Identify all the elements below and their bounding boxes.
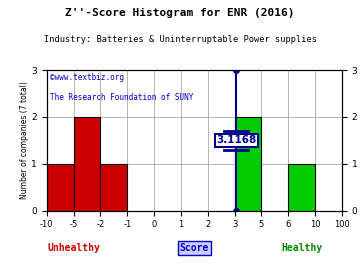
Text: 3.1168: 3.1168 bbox=[216, 135, 256, 146]
Bar bbox=[288, 164, 315, 211]
Text: ©www.textbiz.org: ©www.textbiz.org bbox=[50, 73, 124, 82]
Text: Z''-Score Histogram for ENR (2016): Z''-Score Histogram for ENR (2016) bbox=[65, 8, 295, 18]
Bar bbox=[74, 117, 100, 211]
Bar bbox=[235, 117, 261, 211]
Text: Healthy: Healthy bbox=[281, 243, 322, 253]
Bar bbox=[100, 164, 127, 211]
Text: Industry: Batteries & Uninterruptable Power supplies: Industry: Batteries & Uninterruptable Po… bbox=[44, 35, 316, 44]
Bar bbox=[47, 164, 74, 211]
Text: The Research Foundation of SUNY: The Research Foundation of SUNY bbox=[50, 93, 193, 102]
Text: Score: Score bbox=[180, 243, 209, 253]
Y-axis label: Number of companies (7 total): Number of companies (7 total) bbox=[19, 82, 28, 199]
Text: Unhealthy: Unhealthy bbox=[47, 243, 100, 253]
